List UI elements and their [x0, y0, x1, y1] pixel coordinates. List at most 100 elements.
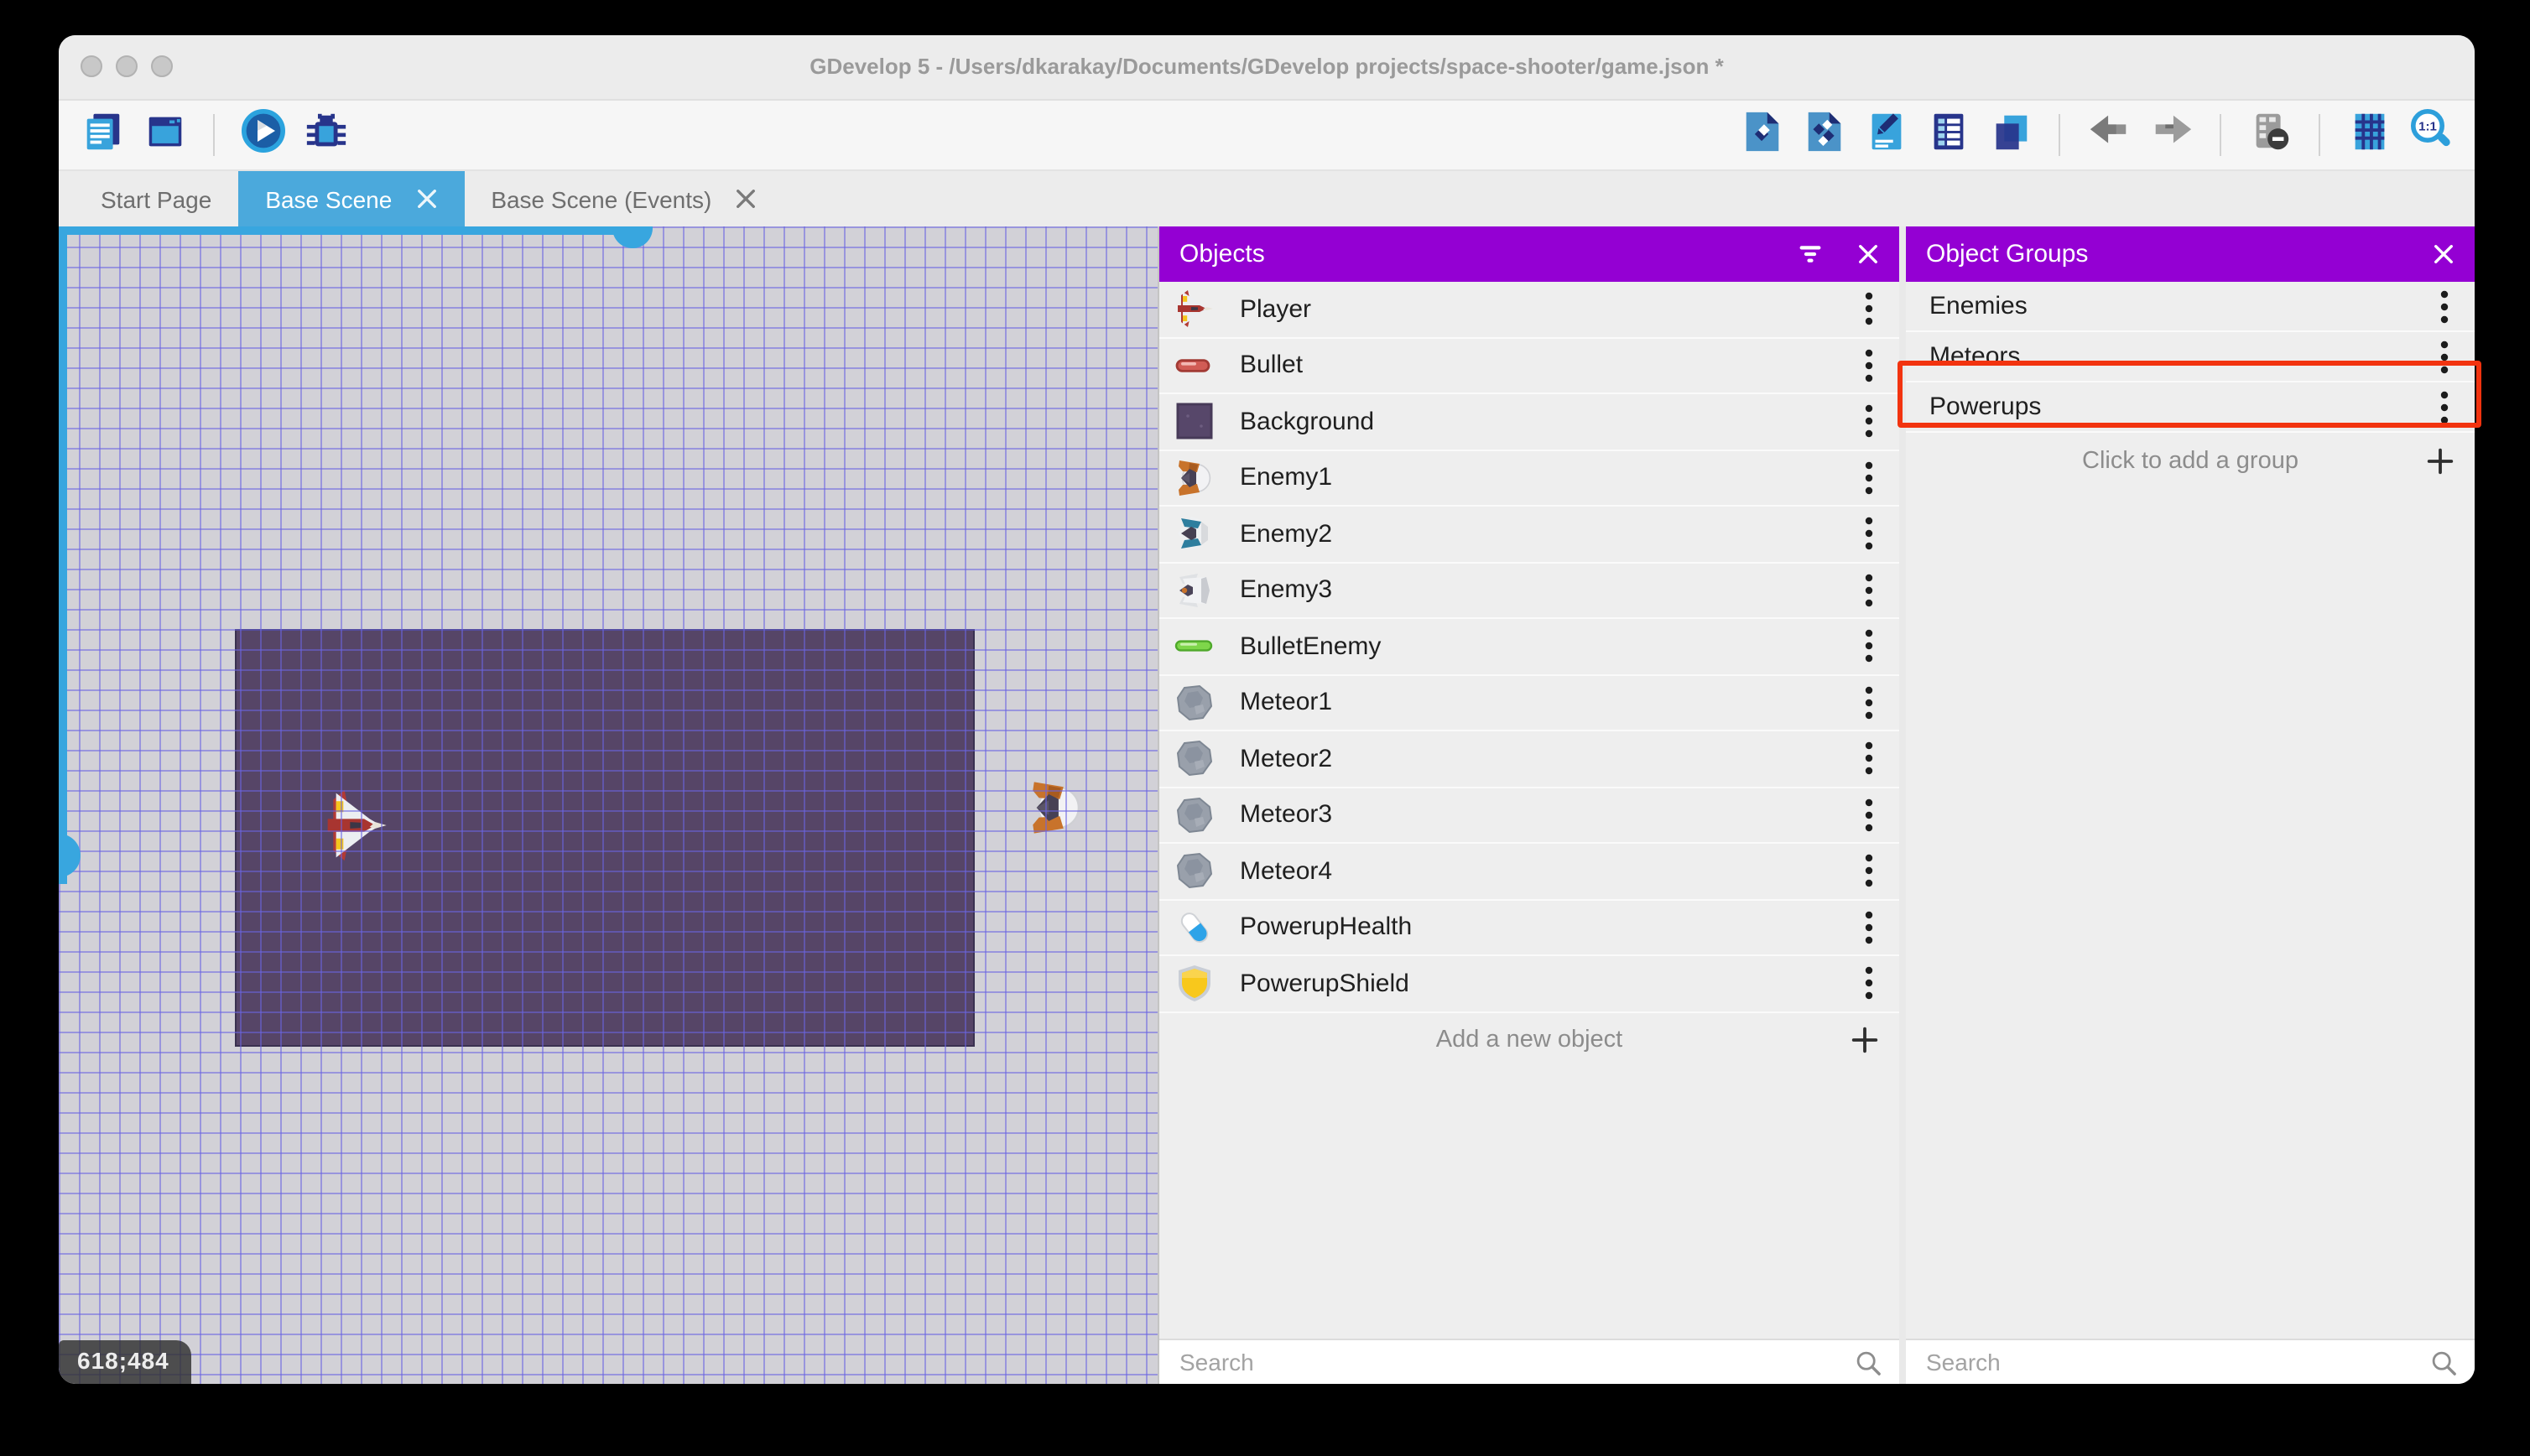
open-objects-panel-button[interactable]	[1738, 111, 1785, 159]
meteor-icon	[1173, 737, 1216, 781]
search-icon[interactable]	[1854, 1348, 1882, 1376]
toolbar-separator	[213, 114, 215, 156]
group-menu-button[interactable]	[2433, 288, 2456, 325]
vertical-scrollbar-handle[interactable]	[59, 834, 81, 877]
close-tab-icon[interactable]	[735, 188, 757, 210]
object-menu-button[interactable]	[1857, 741, 1881, 777]
toolbar-separator	[2059, 114, 2060, 156]
search-icon[interactable]	[2429, 1348, 2458, 1376]
zoom-original-button[interactable]: 1:1	[2408, 108, 2455, 159]
object-menu-button[interactable]	[1857, 684, 1881, 721]
object-menu-button[interactable]	[1857, 460, 1881, 497]
add-object-button[interactable]: Add a new object	[1159, 1012, 1899, 1068]
scene-canvas[interactable]: 618;484	[59, 226, 1159, 1384]
object-menu-button[interactable]	[1857, 909, 1881, 946]
minimize-window-button[interactable]	[116, 55, 138, 77]
object-row[interactable]: Player	[1159, 282, 1899, 338]
launch-debugger-button[interactable]	[302, 112, 349, 159]
object-row[interactable]: Background	[1159, 394, 1899, 450]
object-row[interactable]: PowerupHealth	[1159, 900, 1899, 956]
tab-label: Start Page	[101, 185, 212, 212]
object-menu-button[interactable]	[1857, 628, 1881, 665]
groups-search-bar	[1906, 1339, 2475, 1384]
object-menu-button[interactable]	[1857, 347, 1881, 384]
object-menu-button[interactable]	[1857, 965, 1881, 1002]
object-menu-button[interactable]	[1857, 572, 1881, 609]
open-object-groups-panel-button[interactable]	[1800, 111, 1847, 159]
add-object-label: Add a new object	[1435, 1027, 1623, 1053]
toolbar-separator	[2319, 114, 2320, 156]
tab-base-scene[interactable]: Base Scene	[238, 171, 465, 226]
object-row[interactable]: BulletEnemy	[1159, 619, 1899, 675]
toggle-grid-button[interactable]	[2345, 112, 2392, 159]
object-menu-button[interactable]	[1857, 291, 1881, 328]
group-menu-button[interactable]	[2433, 388, 2456, 425]
tab-label: Base Scene	[265, 185, 393, 212]
objects-search-input[interactable]	[1176, 1347, 1844, 1377]
close-icon[interactable]	[2433, 243, 2455, 265]
meteor-icon	[1173, 681, 1216, 725]
close-tab-icon[interactable]	[415, 188, 437, 210]
open-properties-panel-button[interactable]	[1862, 112, 1909, 159]
close-window-button[interactable]	[81, 55, 102, 77]
object-groups-panel: Object Groups Enemies Meteors Powerups Clic…	[1906, 226, 2475, 1384]
traffic-lights	[81, 55, 173, 77]
object-row[interactable]: PowerupShield	[1159, 956, 1899, 1012]
tab-bar: Start Page Base Scene Base Scene (Events)	[59, 171, 2475, 226]
zoom-1-1-icon: 1:1	[2408, 107, 2455, 163]
layers-icon	[1987, 108, 2033, 162]
player-instance-sprite[interactable]	[322, 787, 389, 864]
object-menu-button[interactable]	[1857, 403, 1881, 440]
enemy2-ship-icon	[1173, 512, 1216, 556]
open-layers-panel-button[interactable]	[1986, 112, 2033, 159]
plus-icon[interactable]	[1849, 1024, 1881, 1056]
zoom-window-button[interactable]	[151, 55, 173, 77]
objects-panel-header: Objects	[1159, 226, 1899, 282]
object-label: PowerupHealth	[1240, 913, 1413, 942]
object-row[interactable]: Meteor1	[1159, 675, 1899, 731]
close-icon[interactable]	[1857, 243, 1879, 265]
object-menu-button[interactable]	[1857, 516, 1881, 553]
open-instances-list-button[interactable]	[1924, 112, 1971, 159]
filter-icon[interactable]	[1797, 243, 1824, 265]
object-row[interactable]: Meteor2	[1159, 731, 1899, 788]
project-manager-button[interactable]	[79, 112, 126, 159]
object-row[interactable]: Bullet	[1159, 338, 1899, 394]
undo-button[interactable]	[2085, 112, 2132, 159]
window-title: GDevelop 5 - /Users/dkarakay/Documents/G…	[809, 54, 1724, 79]
titlebar: GDevelop 5 - /Users/dkarakay/Documents/G…	[59, 35, 2475, 101]
horizontal-scrollbar[interactable]	[59, 226, 653, 248]
launch-preview-button[interactable]	[240, 108, 287, 159]
toggle-mask-button[interactable]	[2246, 112, 2293, 159]
object-row[interactable]: Meteor4	[1159, 844, 1899, 900]
vertical-scrollbar[interactable]	[59, 226, 81, 884]
grid-icon	[2346, 108, 2392, 162]
tab-start-page[interactable]: Start Page	[74, 171, 238, 226]
objects-panel-title: Objects	[1179, 240, 1265, 268]
properties-icon	[1863, 108, 1908, 162]
object-label: Enemy2	[1240, 519, 1333, 549]
object-row[interactable]: Meteor3	[1159, 788, 1899, 844]
object-menu-button[interactable]	[1857, 797, 1881, 834]
object-group-row[interactable]: Enemies	[1906, 282, 2475, 332]
redo-button[interactable]	[2147, 112, 2194, 159]
enemy-instance-sprite[interactable]	[1027, 778, 1085, 837]
tab-base-scene-events[interactable]: Base Scene (Events)	[464, 171, 783, 226]
background-icon	[1173, 400, 1216, 444]
object-groups-panel-header: Object Groups	[1906, 226, 2475, 282]
group-menu-button[interactable]	[2433, 338, 2456, 375]
object-group-row[interactable]: Meteors	[1906, 332, 2475, 382]
meteor-icon	[1173, 793, 1216, 837]
start-page-window-button[interactable]	[141, 112, 188, 159]
player-ship-icon	[1173, 288, 1216, 331]
object-row[interactable]: Enemy2	[1159, 507, 1899, 563]
plus-icon[interactable]	[2424, 445, 2456, 476]
horizontal-scrollbar-handle[interactable]	[612, 226, 653, 248]
object-row[interactable]: Enemy3	[1159, 563, 1899, 619]
add-group-button[interactable]: Click to add a group	[1906, 433, 2475, 488]
object-menu-button[interactable]	[1857, 853, 1881, 890]
object-group-row[interactable]: Powerups	[1906, 382, 2475, 433]
object-row[interactable]: Enemy1	[1159, 450, 1899, 507]
panel-divider[interactable]	[1899, 226, 1906, 1384]
groups-search-input[interactable]	[1923, 1347, 2419, 1377]
